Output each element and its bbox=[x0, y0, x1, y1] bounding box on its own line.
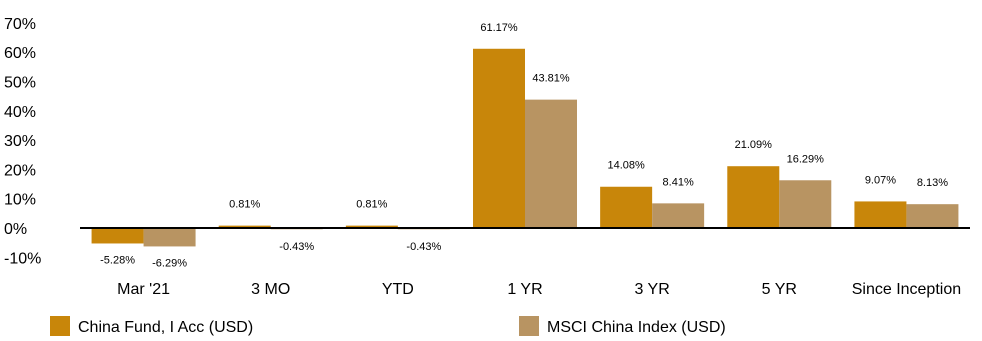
data-label: 8.41% bbox=[663, 176, 694, 188]
x-category-label: 3 YR bbox=[635, 281, 670, 298]
x-category-label: Mar '21 bbox=[117, 281, 170, 298]
data-label: -6.29% bbox=[152, 257, 187, 269]
bar-fund bbox=[600, 186, 653, 228]
x-axis: Mar '21 3 MO YTD 1 YR 3 YR 5 YR Since Inceptio… bbox=[117, 281, 961, 298]
data-label: -0.43% bbox=[279, 241, 314, 253]
legend-swatch bbox=[50, 316, 70, 336]
bar-index bbox=[652, 203, 705, 228]
legend-label: China Fund, I Acc (USD) bbox=[78, 319, 253, 336]
y-tick-label: 50% bbox=[4, 75, 36, 92]
data-label: 16.29% bbox=[787, 153, 825, 165]
data-label: -5.28% bbox=[100, 254, 135, 266]
data-label: 21.09% bbox=[735, 139, 773, 151]
data-label: 0.81% bbox=[229, 199, 260, 211]
data-label: 14.08% bbox=[607, 160, 645, 172]
data-label: 43.81% bbox=[532, 73, 570, 85]
bar-index bbox=[906, 204, 959, 228]
data-label: 0.81% bbox=[356, 199, 387, 211]
y-tick-label: 70% bbox=[4, 16, 36, 33]
y-tick-label: 30% bbox=[4, 133, 36, 150]
bar-fund bbox=[345, 225, 398, 228]
bars bbox=[91, 48, 959, 247]
data-label: 8.13% bbox=[917, 177, 948, 189]
bar-fund bbox=[854, 201, 907, 228]
bar-index bbox=[143, 228, 196, 247]
bar-index bbox=[779, 180, 832, 228]
bar-fund bbox=[218, 225, 271, 228]
y-tick-label: 60% bbox=[4, 45, 36, 62]
bar-fund bbox=[727, 166, 780, 228]
data-labels: -5.28% -6.29% 0.81% -0.43% 0.81% -0.43% 61.17%… bbox=[100, 22, 948, 270]
y-axis: -10% 0% 10% 20% 30% 40% 50% 60% 70% bbox=[4, 16, 41, 267]
bar-fund bbox=[91, 228, 144, 244]
y-tick-label: 10% bbox=[4, 192, 36, 209]
x-category-label: 5 YR bbox=[762, 281, 797, 298]
legend-swatch bbox=[519, 316, 539, 336]
x-category-label: 1 YR bbox=[507, 281, 542, 298]
y-tick-label: 0% bbox=[4, 221, 27, 238]
bar-fund bbox=[473, 48, 525, 229]
x-category-label: 3 MO bbox=[251, 281, 290, 298]
legend: China Fund, I Acc (USD) MSCI China Index … bbox=[50, 316, 726, 336]
legend-label: MSCI China Index (USD) bbox=[547, 319, 726, 336]
y-tick-label: -10% bbox=[4, 250, 41, 267]
x-category-label: YTD bbox=[382, 281, 414, 298]
bar-index bbox=[525, 99, 577, 228]
data-label: 9.07% bbox=[865, 174, 896, 186]
data-label: 61.17% bbox=[480, 22, 518, 34]
x-category-label: Since Inception bbox=[852, 281, 961, 298]
y-tick-label: 40% bbox=[4, 104, 36, 121]
data-label: -0.43% bbox=[406, 241, 441, 253]
y-tick-label: 20% bbox=[4, 162, 36, 179]
